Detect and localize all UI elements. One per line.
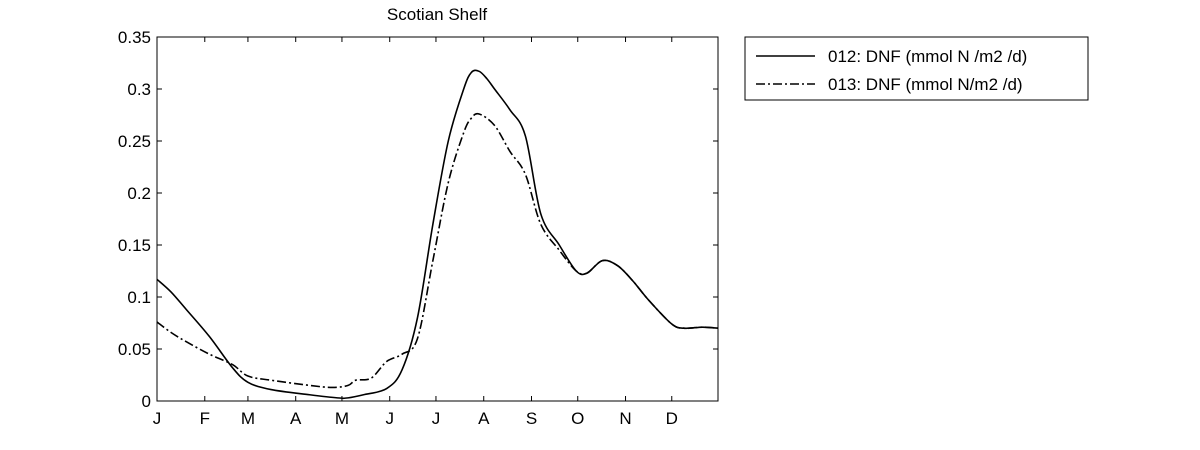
legend: 012: DNF (mmol N /m2 /d) 013: DNF (mmol … bbox=[744, 36, 1089, 101]
x-tick-label: A bbox=[290, 409, 302, 428]
y-axis-ticks: 0 0.05 0.1 0.15 0.2 0.25 0.3 0.35 bbox=[118, 28, 718, 411]
series-line-013 bbox=[156, 112, 719, 389]
chart-title: Scotian Shelf bbox=[387, 5, 487, 24]
legend-box bbox=[744, 36, 1089, 101]
y-tick-label: 0.25 bbox=[118, 132, 151, 151]
x-tick-label: M bbox=[241, 409, 255, 428]
plot-area: 0 0.05 0.1 0.15 0.2 0.25 0.3 0.35 J F M A M J J A S O N D bbox=[118, 28, 719, 428]
x-tick-label: J bbox=[432, 409, 441, 428]
y-tick-label: 0.05 bbox=[118, 340, 151, 359]
x-tick-label: M bbox=[335, 409, 349, 428]
x-tick-label: O bbox=[571, 409, 584, 428]
x-tick-label: S bbox=[526, 409, 537, 428]
y-tick-label: 0 bbox=[142, 392, 151, 411]
x-tick-label: N bbox=[619, 409, 631, 428]
y-tick-label: 0.15 bbox=[118, 236, 151, 255]
legend-label-012: 012: DNF (mmol N /m2 /d) bbox=[828, 47, 1027, 66]
y-tick-label: 0.1 bbox=[127, 288, 151, 307]
plot-frame bbox=[156, 36, 719, 402]
y-tick-label: 0.2 bbox=[127, 184, 151, 203]
x-tick-label: D bbox=[666, 409, 678, 428]
x-tick-label: J bbox=[385, 409, 394, 428]
y-tick-label: 0.3 bbox=[127, 80, 151, 99]
x-tick-label: A bbox=[478, 409, 490, 428]
legend-label-013: 013: DNF (mmol N/m2 /d) bbox=[828, 75, 1023, 94]
x-tick-label: J bbox=[153, 409, 162, 428]
y-tick-label: 0.35 bbox=[118, 28, 151, 47]
series-lines bbox=[156, 69, 719, 400]
x-tick-label: F bbox=[200, 409, 210, 428]
